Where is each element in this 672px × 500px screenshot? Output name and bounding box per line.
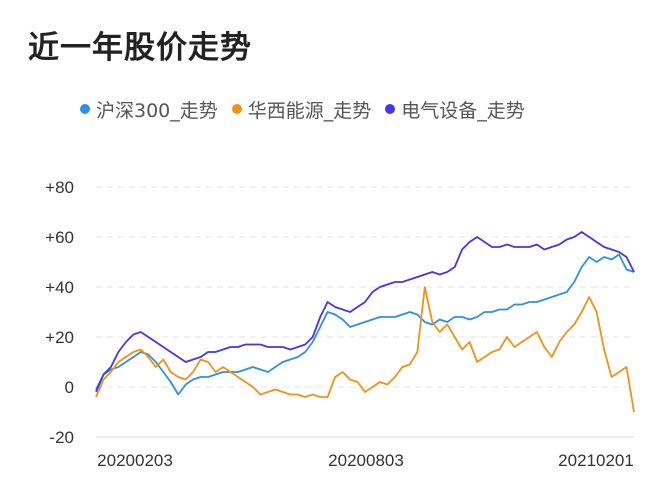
legend-marker-huaxi	[231, 104, 242, 114]
legend: 沪深300_走势 华西能源_走势 电气设备_走势	[80, 96, 525, 122]
series-line-huaxi	[95, 286, 635, 413]
series-line-hs300	[95, 253, 635, 396]
series-lines	[95, 231, 635, 413]
legend-marker-hs300	[80, 104, 90, 114]
y-tick-label: +40	[45, 278, 74, 297]
series-line-dianqi	[95, 231, 635, 393]
x-tick-label: 20200203	[97, 451, 173, 470]
legend-label-hs300: 沪深300_走势	[96, 99, 218, 122]
y-tick-label: +60	[45, 228, 74, 247]
grid-lines	[96, 186, 634, 438]
legend-item-hs300[interactable]: 沪深300_走势	[80, 96, 218, 123]
legend-label-huaxi: 华西能源_走势	[247, 99, 372, 122]
x-axis-labels: 20200203 20200803 20210201	[97, 451, 634, 470]
legend-label-dianqi: 电气设备_走势	[401, 99, 525, 122]
legend-item-huaxi[interactable]: 华西能源_走势	[231, 96, 372, 123]
legend-item-dianqi[interactable]: 电气设备_走势	[385, 96, 525, 123]
chart-title: 近一年股价走势	[28, 30, 252, 66]
x-tick-label: 20210201	[558, 451, 634, 470]
y-axis-labels: +80 +60 +40 +20 0 -20	[45, 178, 74, 447]
y-tick-label: -20	[49, 428, 74, 447]
y-tick-label: +20	[45, 328, 74, 347]
y-tick-label: 0	[65, 378, 74, 397]
y-tick-label: +80	[45, 178, 74, 197]
x-tick-label: 20200803	[328, 451, 404, 470]
legend-marker-dianqi	[385, 104, 396, 114]
